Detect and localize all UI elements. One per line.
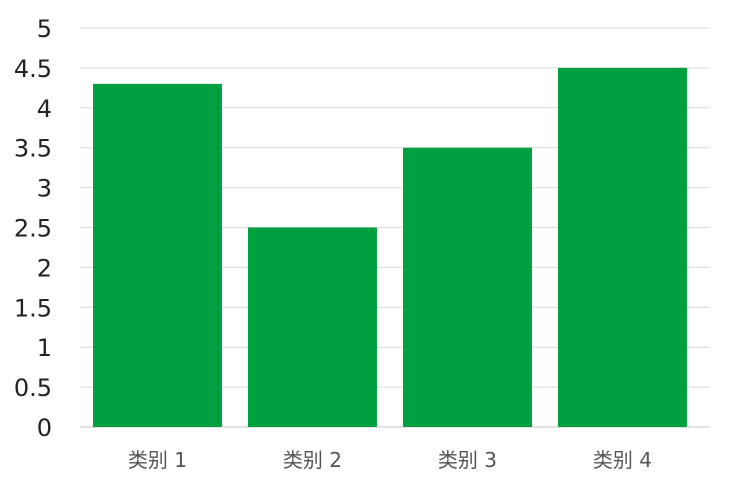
y-tick-label: 1 (37, 334, 52, 362)
category-label: 类别 2 (283, 448, 342, 472)
y-axis-tick-labels: 0 0.5 1 1.5 2 2.5 3 3.5 4 4.5 5 (14, 15, 52, 442)
y-tick-label: 3 (37, 175, 52, 203)
y-tick-label: 0 (37, 414, 52, 442)
y-tick-label: 0.5 (14, 374, 52, 402)
bar-4 (558, 67, 687, 428)
bar-1 (93, 83, 222, 428)
bar-2 (248, 227, 377, 427)
bars (93, 67, 687, 428)
bar-3 (403, 147, 532, 427)
category-label: 类别 1 (128, 448, 187, 472)
y-tick-label: 4 (37, 95, 52, 123)
y-tick-label: 2.5 (14, 215, 52, 243)
y-tick-label: 5 (37, 15, 52, 43)
category-label: 类别 4 (593, 448, 652, 472)
y-tick-label: 4.5 (14, 55, 52, 83)
x-axis-category-labels: 类别 1 类别 2 类别 3 类别 4 (128, 448, 652, 472)
category-label: 类别 3 (438, 448, 497, 472)
y-tick-label: 3.5 (14, 135, 52, 163)
y-tick-label: 1.5 (14, 294, 52, 322)
y-tick-label: 2 (37, 254, 52, 282)
